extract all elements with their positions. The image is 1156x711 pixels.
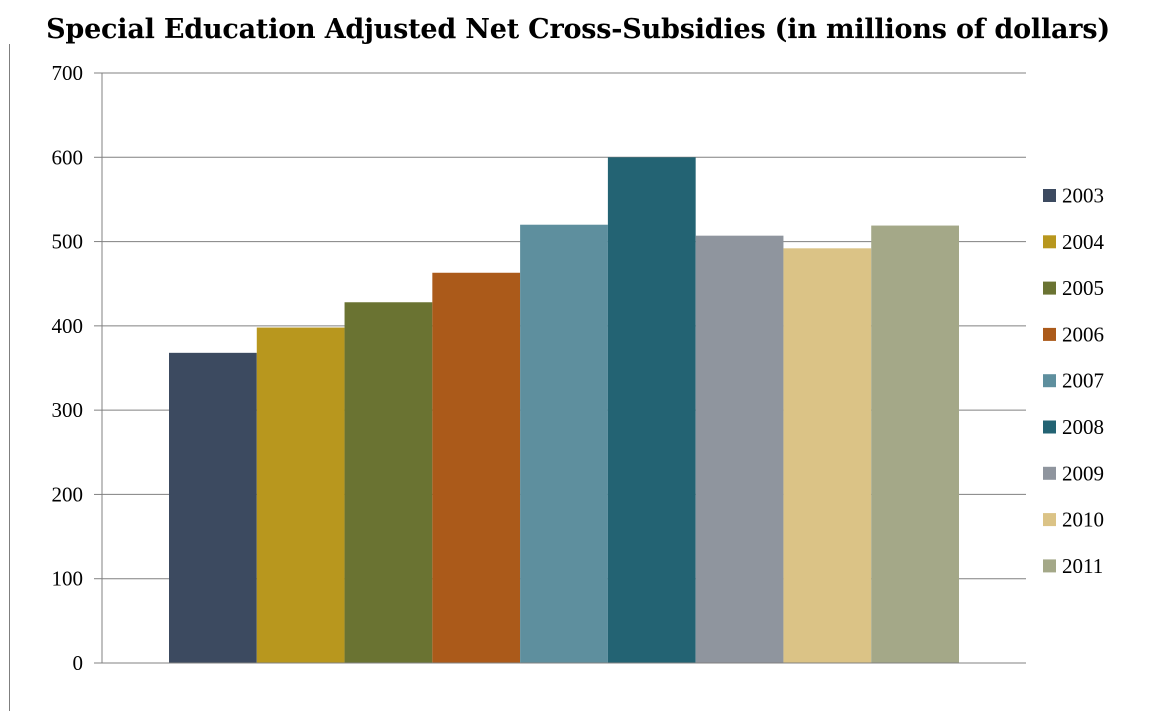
bar-2009 [695, 235, 784, 663]
bar-2011 [871, 225, 959, 664]
bar-2004 [256, 327, 345, 663]
legend-label: 2005 [1062, 276, 1104, 300]
legend-item-2010: 2010 [1043, 508, 1104, 532]
bar-2010 [783, 248, 872, 664]
legend-label: 2009 [1062, 461, 1104, 485]
legend-label: 2004 [1062, 230, 1105, 254]
y-tick-label: 400 [52, 314, 84, 338]
legend-item-2007: 2007 [1043, 369, 1104, 393]
legend-item-2008: 2008 [1043, 415, 1104, 439]
y-tick-label: 600 [52, 145, 84, 169]
legend-swatch [1043, 327, 1056, 341]
y-tick-label: 200 [52, 482, 84, 506]
legend-label: 2003 [1062, 184, 1104, 208]
y-axis-ticks: 0 100 200 300 400 500 600 700 [52, 61, 102, 675]
legend-item-2003: 2003 [1043, 184, 1104, 208]
legend-item-2004: 2004 [1043, 230, 1105, 254]
bar-2008 [607, 157, 696, 664]
bar-2003 [169, 352, 257, 663]
bar-2006 [432, 272, 521, 663]
legend-label: 2011 [1062, 554, 1103, 578]
legend-label: 2008 [1062, 415, 1104, 439]
bars [169, 157, 959, 664]
bar-2007 [520, 224, 608, 663]
legend-swatch [1043, 420, 1056, 434]
legend-item-2011: 2011 [1043, 554, 1103, 578]
legend-swatch [1043, 513, 1056, 527]
legend-swatch [1043, 559, 1056, 573]
y-tick-label: 0 [73, 651, 84, 675]
legend-label: 2007 [1062, 369, 1104, 393]
legend-swatch [1043, 281, 1056, 295]
legend-item-2006: 2006 [1043, 322, 1104, 346]
y-tick-label: 300 [52, 398, 84, 422]
y-tick-label: 100 [52, 567, 84, 591]
y-tick-label: 700 [52, 61, 84, 85]
legend: 2003 2004 2005 2006 2007 2008 2009 2010 2011 [1043, 184, 1105, 578]
bar-2005 [344, 302, 433, 663]
y-tick-label: 500 [52, 230, 84, 254]
legend-label: 2006 [1062, 322, 1104, 346]
legend-swatch [1043, 466, 1056, 480]
legend-swatch [1043, 374, 1056, 388]
legend-swatch [1043, 189, 1056, 202]
legend-swatch [1043, 235, 1056, 249]
chart-title: Special Education Adjusted Net Cross-Sub… [46, 14, 1110, 45]
legend-label: 2010 [1062, 508, 1104, 532]
legend-item-2009: 2009 [1043, 461, 1104, 485]
legend-item-2005: 2005 [1043, 276, 1104, 300]
